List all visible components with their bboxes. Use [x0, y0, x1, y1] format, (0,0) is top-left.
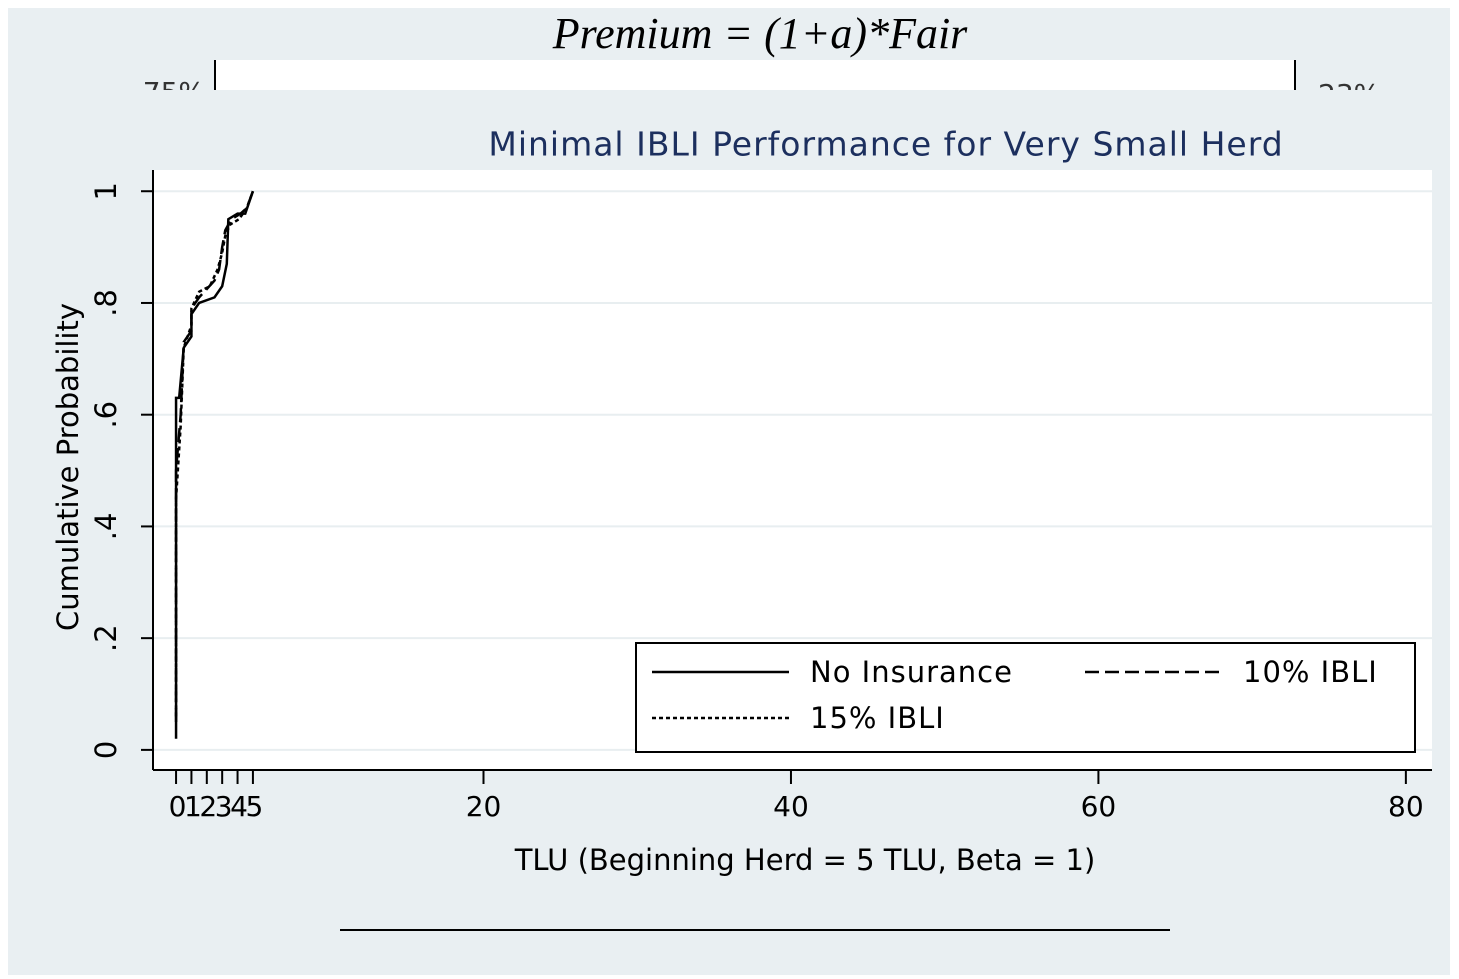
x-tick-label: 3	[215, 790, 231, 823]
series-line	[174, 190, 255, 739]
series-line	[174, 190, 255, 717]
x-axis-title: TLU (Beginning Herd = 5 TLU, Beta = 1)	[514, 843, 1096, 877]
y-tick-label: .2	[89, 624, 123, 652]
x-tick-label: 20	[466, 790, 502, 823]
y-tick-label: .4	[89, 513, 123, 541]
x-tick-label: 0	[169, 790, 185, 823]
x-tick-label: 2	[199, 790, 215, 823]
background-title: Premium = (1+a)*Fair	[552, 9, 968, 58]
y-axis-title: Cumulative Probability	[51, 303, 85, 631]
x-tick-label: 40	[773, 790, 809, 823]
y-tick-label: 1	[89, 182, 123, 200]
chart-title: Minimal IBLI Performance for Very Small …	[488, 125, 1283, 164]
y-tick-label: 0	[89, 741, 123, 759]
legend	[635, 642, 1416, 753]
x-tick-label: 60	[1081, 790, 1117, 823]
series-line	[174, 190, 255, 722]
x-tick-label: 1	[184, 790, 200, 823]
legend-label: No Insurance	[810, 655, 1013, 689]
legend-label: 10% IBLI	[1243, 655, 1378, 689]
legend-label: 15% IBLI	[810, 701, 945, 735]
x-tick-label: 5	[246, 790, 262, 823]
y-tick-label: .6	[89, 401, 123, 429]
x-tick-label: 80	[1388, 790, 1424, 823]
y-tick-label: .8	[89, 289, 123, 317]
